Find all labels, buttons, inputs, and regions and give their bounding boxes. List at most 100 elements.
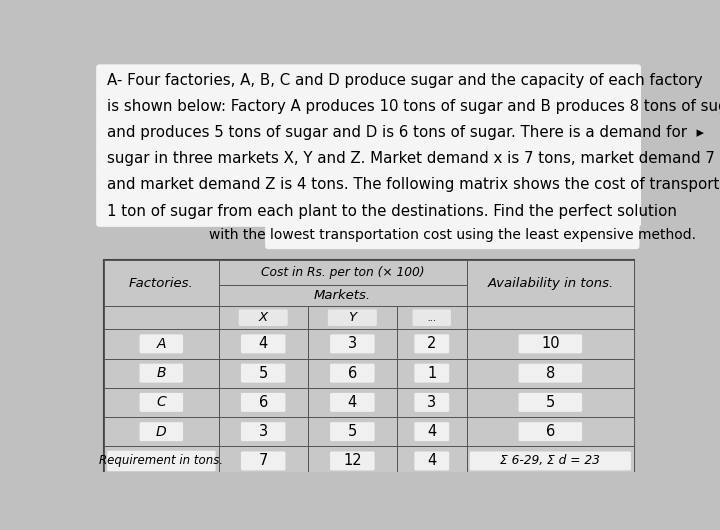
Bar bbox=[104, 417, 219, 446]
Text: and market demand Z is 4 tons. The following matrix shows the cost of transporti: and market demand Z is 4 tons. The follo… bbox=[107, 178, 720, 192]
FancyBboxPatch shape bbox=[518, 422, 582, 441]
Bar bbox=[307, 306, 397, 329]
FancyBboxPatch shape bbox=[96, 169, 641, 201]
Bar bbox=[104, 446, 219, 475]
FancyBboxPatch shape bbox=[96, 117, 641, 148]
Bar bbox=[467, 260, 634, 306]
Text: X: X bbox=[258, 311, 268, 324]
Text: with the lowest transportation cost using the least expensive method.: with the lowest transportation cost usin… bbox=[209, 228, 696, 242]
Text: 3: 3 bbox=[427, 395, 436, 410]
Text: D: D bbox=[156, 425, 166, 439]
FancyBboxPatch shape bbox=[330, 364, 374, 383]
Bar bbox=[467, 358, 634, 388]
FancyBboxPatch shape bbox=[140, 364, 183, 383]
FancyBboxPatch shape bbox=[241, 334, 286, 354]
Bar bbox=[104, 358, 219, 388]
Text: 4: 4 bbox=[427, 424, 436, 439]
FancyBboxPatch shape bbox=[265, 222, 639, 249]
Text: 3: 3 bbox=[348, 337, 357, 351]
Text: ...: ... bbox=[427, 313, 436, 323]
FancyBboxPatch shape bbox=[140, 334, 183, 354]
Bar bbox=[467, 417, 634, 446]
Text: 5: 5 bbox=[546, 395, 555, 410]
Text: Requirement in tons.: Requirement in tons. bbox=[99, 454, 223, 467]
FancyBboxPatch shape bbox=[241, 422, 286, 441]
FancyBboxPatch shape bbox=[414, 452, 449, 471]
FancyBboxPatch shape bbox=[140, 422, 183, 441]
Bar bbox=[307, 358, 397, 388]
FancyBboxPatch shape bbox=[241, 452, 286, 471]
FancyBboxPatch shape bbox=[241, 364, 286, 383]
FancyBboxPatch shape bbox=[518, 334, 582, 354]
Bar bbox=[219, 446, 307, 475]
Bar bbox=[104, 388, 219, 417]
Bar bbox=[307, 388, 397, 417]
Bar bbox=[104, 329, 219, 358]
Text: is shown below: Factory A produces 10 tons of sugar and B produces 8 tons of sug: is shown below: Factory A produces 10 to… bbox=[107, 99, 720, 114]
Text: B: B bbox=[156, 366, 166, 380]
FancyBboxPatch shape bbox=[414, 364, 449, 383]
Bar bbox=[397, 306, 467, 329]
FancyBboxPatch shape bbox=[330, 393, 374, 412]
FancyBboxPatch shape bbox=[518, 393, 582, 412]
Bar bbox=[104, 306, 219, 329]
Bar bbox=[397, 358, 467, 388]
Bar bbox=[397, 329, 467, 358]
FancyBboxPatch shape bbox=[328, 310, 377, 326]
FancyBboxPatch shape bbox=[330, 334, 374, 354]
Text: C: C bbox=[156, 395, 166, 409]
Bar bbox=[467, 446, 634, 475]
Text: 4: 4 bbox=[427, 454, 436, 469]
Text: 6: 6 bbox=[348, 366, 357, 381]
Bar bbox=[397, 417, 467, 446]
Text: Factories.: Factories. bbox=[129, 277, 194, 289]
Text: 7: 7 bbox=[258, 454, 268, 469]
Text: and produces 5 tons of sugar and D is 6 tons of sugar. There is a demand for  ▸: and produces 5 tons of sugar and D is 6 … bbox=[107, 125, 704, 140]
Bar bbox=[219, 329, 307, 358]
Text: Σ 6-29, Σ d = 23: Σ 6-29, Σ d = 23 bbox=[500, 454, 600, 467]
Text: 1: 1 bbox=[427, 366, 436, 381]
FancyBboxPatch shape bbox=[96, 91, 641, 122]
Bar bbox=[219, 358, 307, 388]
FancyBboxPatch shape bbox=[414, 422, 449, 441]
Bar bbox=[467, 388, 634, 417]
Bar bbox=[219, 260, 467, 285]
Bar bbox=[397, 388, 467, 417]
Text: Markets.: Markets. bbox=[314, 289, 372, 302]
Text: sugar in three markets X, Y and Z. Market demand x is 7 tons, market demand 7 is: sugar in three markets X, Y and Z. Marke… bbox=[107, 151, 720, 166]
Text: Y: Y bbox=[348, 311, 356, 324]
Bar bbox=[104, 260, 219, 306]
Text: 10: 10 bbox=[541, 337, 559, 351]
Text: 6: 6 bbox=[546, 424, 555, 439]
Text: 6: 6 bbox=[258, 395, 268, 410]
Bar bbox=[104, 260, 634, 475]
Bar bbox=[467, 306, 634, 329]
FancyBboxPatch shape bbox=[107, 450, 215, 471]
FancyBboxPatch shape bbox=[413, 310, 451, 326]
Text: Cost in Rs. per ton (× 100): Cost in Rs. per ton (× 100) bbox=[261, 266, 424, 279]
FancyBboxPatch shape bbox=[239, 310, 288, 326]
Bar bbox=[219, 417, 307, 446]
FancyBboxPatch shape bbox=[330, 422, 374, 441]
Bar bbox=[219, 388, 307, 417]
FancyBboxPatch shape bbox=[140, 393, 183, 412]
Text: A- Four factories, A, B, C and D produce sugar and the capacity of each factory: A- Four factories, A, B, C and D produce… bbox=[107, 73, 703, 87]
Bar bbox=[397, 446, 467, 475]
Text: 12: 12 bbox=[343, 454, 361, 469]
Text: 2: 2 bbox=[427, 337, 436, 351]
Text: A: A bbox=[156, 337, 166, 351]
Bar bbox=[307, 329, 397, 358]
Bar bbox=[467, 329, 634, 358]
Bar bbox=[307, 446, 397, 475]
FancyBboxPatch shape bbox=[241, 393, 286, 412]
Bar bbox=[219, 285, 467, 306]
FancyBboxPatch shape bbox=[96, 143, 641, 174]
Text: 4: 4 bbox=[348, 395, 357, 410]
Text: 5: 5 bbox=[258, 366, 268, 381]
FancyBboxPatch shape bbox=[414, 334, 449, 354]
Text: 1 ton of sugar from each plant to the destinations. Find the perfect solution: 1 ton of sugar from each plant to the de… bbox=[107, 204, 677, 218]
Text: 5: 5 bbox=[348, 424, 357, 439]
Text: 3: 3 bbox=[258, 424, 268, 439]
Text: Availability in tons.: Availability in tons. bbox=[487, 277, 613, 289]
FancyBboxPatch shape bbox=[330, 452, 374, 471]
